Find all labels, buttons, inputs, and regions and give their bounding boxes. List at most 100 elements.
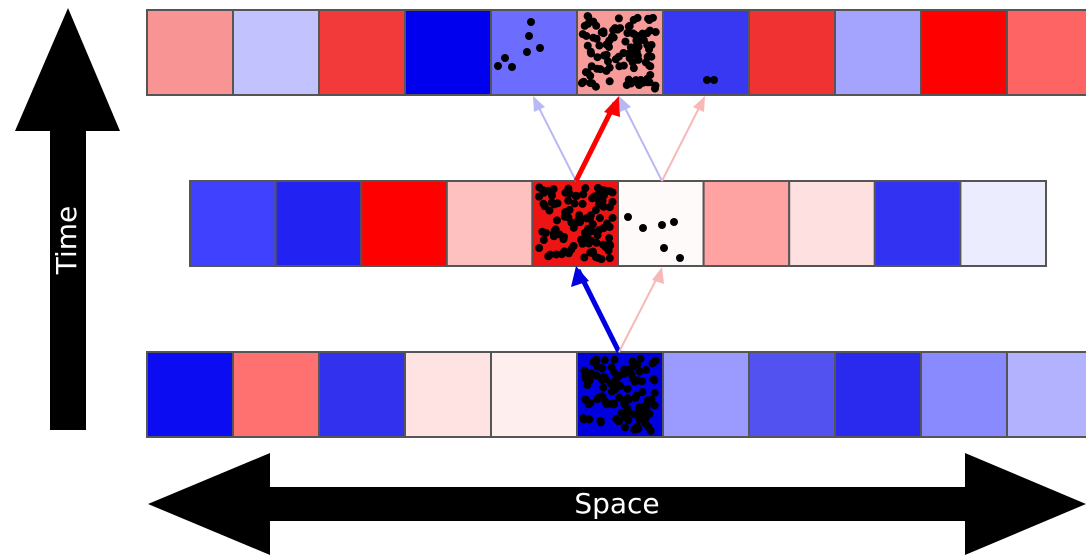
particle: [638, 78, 647, 87]
particle: [631, 77, 640, 86]
cell: [146, 9, 234, 96]
particle: [580, 228, 589, 237]
particle: [564, 184, 573, 193]
particle: [650, 84, 659, 93]
particle: [608, 213, 617, 222]
particle: [593, 183, 602, 192]
particle: [608, 32, 617, 41]
particle: [593, 64, 602, 73]
particle: [598, 364, 607, 373]
cell: [788, 180, 876, 267]
particle: [615, 393, 624, 402]
particle: [648, 359, 657, 368]
particle: [595, 41, 604, 50]
particles: [494, 12, 718, 435]
particle: [578, 30, 587, 39]
cell: [834, 351, 922, 438]
particle: [588, 194, 597, 203]
arrow-head: [619, 96, 631, 112]
particle: [598, 392, 607, 401]
particle: [635, 415, 644, 424]
cell: [318, 9, 406, 96]
particle: [624, 416, 633, 425]
cell: [702, 180, 791, 267]
particle: [586, 79, 595, 88]
arrow: [535, 101, 577, 182]
particle: [634, 376, 643, 385]
particle: [536, 44, 544, 52]
particle: [600, 356, 609, 365]
particle: [634, 55, 643, 64]
particle: [592, 253, 601, 262]
particle: [586, 371, 595, 380]
particle: [501, 54, 509, 62]
particle: [545, 206, 554, 215]
particle: [561, 208, 570, 217]
particle: [645, 410, 654, 419]
cell: [490, 9, 578, 96]
particle: [608, 198, 617, 207]
cell: [834, 9, 922, 96]
particle: [621, 423, 630, 432]
particle: [523, 48, 531, 56]
particle: [570, 199, 579, 208]
cell: [1006, 351, 1086, 438]
particle: [559, 235, 568, 244]
particle: [575, 211, 584, 220]
cell: [959, 180, 1048, 267]
arrow-head: [693, 96, 705, 112]
cell: [873, 180, 962, 267]
particle: [639, 224, 647, 232]
particle: [632, 391, 641, 400]
particle: [583, 68, 592, 77]
arrow-head: [571, 266, 589, 287]
particle: [586, 236, 595, 245]
particle: [583, 41, 592, 50]
transition-arrows: [533, 96, 705, 354]
particle: [603, 219, 612, 228]
arrow: [661, 101, 703, 182]
particle: [676, 254, 684, 262]
particle: [525, 32, 533, 40]
particle: [623, 384, 632, 393]
particle: [610, 355, 619, 364]
particle: [710, 76, 718, 84]
particle: [599, 383, 608, 392]
particle: [620, 399, 629, 408]
particle: [626, 43, 635, 52]
space-arrow: [148, 453, 1086, 555]
particle: [614, 14, 623, 23]
particle: [602, 40, 611, 49]
particle: [564, 249, 573, 258]
cell: [404, 351, 492, 438]
particle: [564, 196, 573, 205]
cell: [146, 351, 234, 438]
particle: [582, 214, 591, 223]
cell: [490, 351, 578, 438]
particle: [604, 57, 613, 66]
particle: [578, 199, 587, 208]
particle: [605, 254, 614, 263]
particle: [610, 368, 619, 377]
cell: [232, 351, 320, 438]
arrow-head: [604, 96, 620, 117]
particle: [633, 13, 642, 22]
particle: [579, 414, 588, 423]
cell: [662, 351, 750, 438]
particle: [593, 53, 602, 62]
cell: [748, 9, 836, 96]
particle: [539, 236, 548, 245]
arrow: [573, 101, 618, 183]
particle: [569, 223, 578, 232]
particle: [629, 64, 638, 73]
particle: [569, 241, 578, 250]
particle: [593, 231, 602, 240]
cell: [274, 180, 363, 267]
particle: [599, 240, 608, 249]
particle: [579, 190, 588, 199]
particle: [660, 244, 668, 252]
particle: [607, 399, 616, 408]
particle: [621, 37, 630, 46]
particle: [588, 220, 597, 229]
particle: [650, 376, 659, 385]
